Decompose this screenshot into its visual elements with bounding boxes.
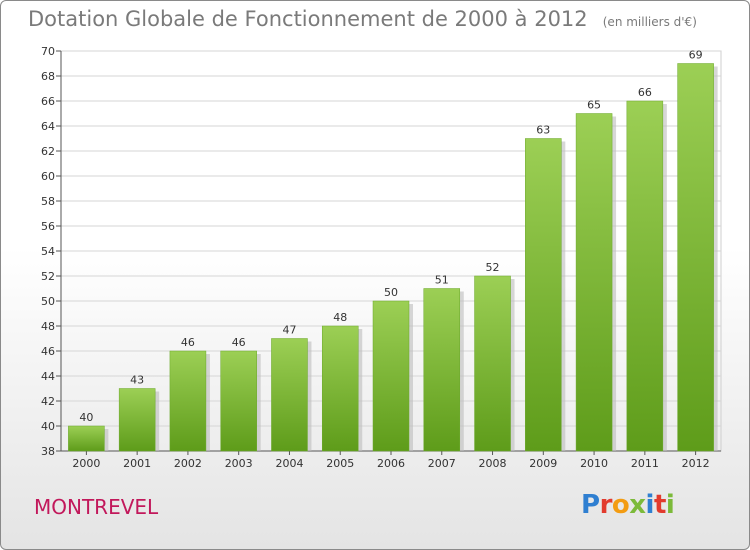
chart-title: Dotation Globale de Fonctionnement de 20…	[28, 7, 697, 31]
x-tick-label-2011: 2011	[631, 457, 659, 470]
value-label-2010: 65	[587, 99, 601, 112]
x-tick-label-2007: 2007	[428, 457, 456, 470]
logo-letter: x	[629, 490, 646, 520]
logo-letter: r	[599, 490, 613, 520]
y-tick-label: 62	[41, 145, 55, 158]
bar-2010	[575, 113, 613, 452]
value-label-2012: 69	[689, 49, 703, 62]
y-tick-label: 58	[41, 195, 55, 208]
value-label-2001: 43	[130, 374, 144, 387]
logo-letter: i	[645, 490, 655, 520]
bar-2002	[169, 350, 207, 452]
bar-2008	[474, 275, 511, 452]
x-tick-label-2005: 2005	[326, 457, 354, 470]
bar-2009	[525, 138, 562, 452]
value-label-2011: 66	[638, 86, 652, 99]
logo-letter: t	[653, 490, 666, 520]
x-tick-label-2002: 2002	[174, 457, 202, 470]
value-label-2005: 48	[333, 311, 347, 324]
x-tick-label-2012: 2012	[682, 457, 710, 470]
logo-letter: o	[611, 490, 630, 520]
bar-2007	[423, 288, 461, 452]
x-tick-label-2010: 2010	[580, 457, 608, 470]
bar-2000	[68, 425, 105, 452]
value-label-2003: 46	[232, 336, 246, 349]
y-tick-label: 44	[41, 370, 55, 383]
x-tick-label-2000: 2000	[72, 457, 100, 470]
y-tick-label: 64	[41, 120, 55, 133]
y-tick-label: 56	[41, 220, 55, 233]
value-label-2006: 50	[384, 286, 398, 299]
x-tick-label-2006: 2006	[377, 457, 405, 470]
y-tick-label: 42	[41, 395, 55, 408]
y-tick-label: 68	[41, 70, 55, 83]
y-tick-label: 38	[41, 445, 55, 458]
x-tick-label-2003: 2003	[225, 457, 253, 470]
x-tick-label-2009: 2009	[529, 457, 557, 470]
bars	[68, 63, 718, 452]
value-label-2009: 63	[536, 124, 550, 137]
y-axis: 38 40 42 44 46 48 50 52 54 56 58 60 62 64 66 68 70	[41, 45, 62, 458]
logo-letter: i	[665, 490, 675, 520]
bar-2012	[677, 63, 714, 452]
proxiti-logo[interactable]: Proxiti	[581, 490, 675, 520]
chart-title-main: Dotation Globale de Fonctionnement de 20…	[28, 7, 588, 31]
value-label-2004: 47	[282, 324, 296, 337]
y-tick-label: 46	[41, 345, 55, 358]
bar-2004	[271, 338, 308, 452]
bar-2003	[220, 350, 257, 452]
value-label-2002: 46	[181, 336, 195, 349]
town-name: MONTREVEL	[34, 495, 159, 519]
value-labels: 40 43 46 46 47 48 50 51 52 63 65 66 69	[79, 49, 702, 425]
y-tick-label: 66	[41, 95, 55, 108]
value-label-2007: 51	[435, 274, 449, 287]
bar-2011	[626, 100, 664, 452]
chart-subtitle: (en milliers d'€)	[602, 15, 697, 29]
bar-2005	[321, 325, 359, 452]
y-tick-label: 54	[41, 245, 55, 258]
logo-letter: P	[581, 490, 600, 520]
y-tick-label: 48	[41, 320, 55, 333]
x-tick-label-2004: 2004	[275, 457, 303, 470]
y-tick-label: 52	[41, 270, 55, 283]
x-tick-label-2008: 2008	[479, 457, 507, 470]
x-tick-label-2001: 2001	[123, 457, 151, 470]
y-tick-label: 70	[41, 45, 55, 58]
y-tick-label: 40	[41, 420, 55, 433]
value-label-2008: 52	[486, 261, 500, 274]
x-axis: 2000 2001 2002 2003 2004 2005 2006 2007 2008 2009…	[61, 450, 721, 470]
y-tick-label: 60	[41, 170, 55, 183]
value-label-2000: 40	[79, 411, 93, 424]
bar-2006	[372, 300, 410, 452]
y-tick-label: 50	[41, 295, 55, 308]
bar-2001	[118, 388, 156, 452]
